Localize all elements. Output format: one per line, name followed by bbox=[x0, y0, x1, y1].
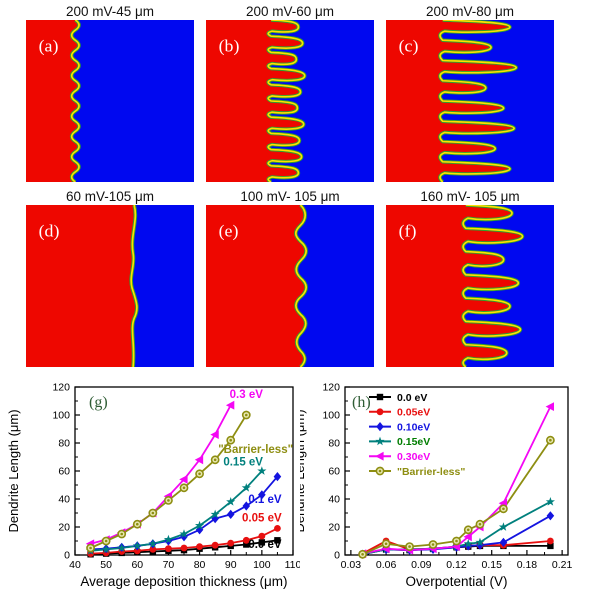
svg-text:"Barrier-less": "Barrier-less" bbox=[218, 444, 293, 456]
svg-text:(e): (e) bbox=[219, 221, 239, 241]
svg-text:20: 20 bbox=[58, 522, 70, 534]
svg-text:80: 80 bbox=[328, 438, 340, 450]
svg-text:80: 80 bbox=[58, 438, 70, 450]
svg-text:0.15 eV: 0.15 eV bbox=[223, 456, 263, 468]
figure-dendrite-simulation: 200 mV-45 μm 200 mV-60 μm 200 mV-80 μm (… bbox=[0, 4, 600, 609]
panel-titles-row-2: 60 mV-105 μm 100 mV- 105 μm 160 mV- 105 … bbox=[0, 189, 600, 204]
svg-text:0.15: 0.15 bbox=[481, 559, 502, 571]
svg-text:120: 120 bbox=[322, 382, 340, 394]
panels-row-2: (d) (e) (f) bbox=[0, 205, 600, 367]
panel-b-simulation-image: (b) bbox=[206, 20, 374, 182]
svg-text:"Barrier-less": "Barrier-less" bbox=[397, 466, 465, 478]
svg-text:0.0 eV: 0.0 eV bbox=[397, 392, 427, 404]
panel-c-title: 200 mV-80 μm bbox=[425, 4, 515, 19]
charts-row: 40 50 60 70 80 90 100 110 0 20 40 60 80 100 120 Average… bbox=[0, 373, 600, 600]
svg-text:Average deposition thickness (: Average deposition thickness (μm) bbox=[80, 574, 287, 589]
svg-text:40: 40 bbox=[69, 559, 81, 571]
svg-text:0.05 eV: 0.05 eV bbox=[242, 512, 282, 524]
svg-text:(f): (f) bbox=[399, 221, 417, 241]
svg-text:70: 70 bbox=[163, 559, 175, 571]
svg-text:Overpotential (V): Overpotential (V) bbox=[405, 574, 507, 589]
svg-text:(a): (a) bbox=[39, 36, 59, 56]
svg-text:60: 60 bbox=[328, 466, 340, 478]
svg-text:(c): (c) bbox=[399, 36, 419, 56]
svg-text:40: 40 bbox=[328, 494, 340, 506]
svg-text:60: 60 bbox=[58, 466, 70, 478]
panels-row-1: (a) (b) (c) bbox=[0, 20, 600, 182]
svg-text:0.12: 0.12 bbox=[446, 559, 467, 571]
svg-text:50: 50 bbox=[100, 559, 112, 571]
svg-text:0.21: 0.21 bbox=[552, 559, 573, 571]
panel-e-title: 100 mV- 105 μm bbox=[240, 189, 340, 204]
svg-text:80: 80 bbox=[194, 559, 206, 571]
svg-text:0.30eV: 0.30eV bbox=[397, 451, 430, 463]
panel-d-title: 60 mV-105 μm bbox=[65, 189, 155, 204]
panel-b-title: 200 mV-60 μm bbox=[245, 4, 335, 19]
panel-f-title: 160 mV- 105 μm bbox=[420, 189, 520, 204]
svg-text:Dendrite Length (μm): Dendrite Length (μm) bbox=[6, 409, 21, 532]
panel-d-simulation-image: (d) bbox=[26, 205, 194, 367]
svg-text:0.06: 0.06 bbox=[376, 559, 397, 571]
svg-text:0.10eV: 0.10eV bbox=[397, 421, 430, 433]
panel-f-simulation-image: (f) bbox=[386, 205, 554, 367]
svg-text:0.1 eV: 0.1 eV bbox=[248, 494, 282, 506]
svg-text:(d): (d) bbox=[39, 221, 60, 241]
panel-titles-row-1: 200 mV-45 μm 200 mV-60 μm 200 mV-80 μm bbox=[0, 4, 600, 19]
svg-text:(b): (b) bbox=[219, 36, 240, 56]
svg-text:0.15eV: 0.15eV bbox=[397, 436, 430, 448]
chart-h-dendrite-length-vs-overpotential: 0.03 0.06 0.09 0.12 0.15 0.18 0.21 0 20 40 60 80 100… bbox=[300, 382, 573, 589]
svg-text:0.18: 0.18 bbox=[517, 559, 538, 571]
svg-text:(h): (h) bbox=[352, 394, 371, 411]
svg-text:0.3 eV: 0.3 eV bbox=[230, 389, 264, 401]
svg-text:100: 100 bbox=[322, 410, 340, 422]
svg-text:40: 40 bbox=[58, 494, 70, 506]
svg-text:120: 120 bbox=[52, 382, 70, 394]
svg-text:60: 60 bbox=[131, 559, 143, 571]
svg-text:0.03: 0.03 bbox=[341, 559, 362, 571]
svg-text:0: 0 bbox=[334, 550, 340, 562]
svg-text:110: 110 bbox=[285, 559, 300, 571]
svg-text:90: 90 bbox=[225, 559, 237, 571]
chart-g-dendrite-length-vs-thickness: 40 50 60 70 80 90 100 110 0 20 40 60 80 100 120 Average… bbox=[6, 382, 300, 589]
svg-text:100: 100 bbox=[253, 559, 271, 571]
svg-text:Dendrite Length (μm): Dendrite Length (μm) bbox=[300, 409, 307, 532]
svg-text:0.0 eV: 0.0 eV bbox=[248, 539, 282, 551]
svg-text:0: 0 bbox=[64, 550, 70, 562]
svg-text:100: 100 bbox=[52, 410, 70, 422]
panel-e-simulation-image: (e) bbox=[206, 205, 374, 367]
panel-a-simulation-image: (a) bbox=[26, 20, 194, 182]
svg-text:0.09: 0.09 bbox=[411, 559, 432, 571]
svg-text:20: 20 bbox=[328, 522, 340, 534]
svg-text:0.05eV: 0.05eV bbox=[397, 407, 430, 419]
svg-text:(g): (g) bbox=[89, 394, 108, 411]
panel-c-simulation-image: (c) bbox=[386, 20, 554, 182]
panel-a-title: 200 mV-45 μm bbox=[65, 4, 155, 19]
